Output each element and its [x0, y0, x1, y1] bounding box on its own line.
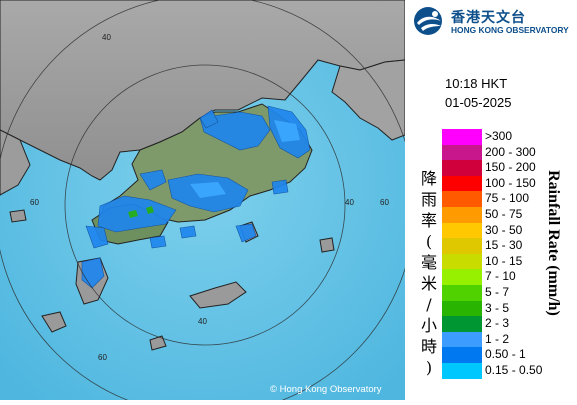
rain-echo [271, 179, 289, 195]
legend-title-cn-char: 小 [420, 316, 437, 335]
legend-label: 10 - 15 [485, 253, 523, 268]
south-island-5 [319, 237, 335, 253]
logo-name-cn: 香港天文台 [451, 10, 526, 26]
legend-label: 75 - 100 [485, 191, 530, 206]
rain-echo [199, 109, 219, 129]
ring-label: 60 [98, 353, 107, 362]
copyright-text: © Hong Kong Observatory [270, 384, 382, 395]
legend-label: 0.15 - 0.50 [485, 363, 543, 377]
ring-label: 40 [102, 33, 111, 42]
legend-label: 0.50 - 1 [485, 347, 526, 362]
legend-swatch [442, 253, 482, 270]
west-shore-land [0, 129, 31, 196]
legend-title-cn-char: / [426, 295, 432, 314]
legend-label: 15 - 30 [485, 238, 523, 253]
legend-title-cn-char: 雨 [420, 190, 437, 209]
legend-swatch [442, 285, 482, 301]
rain-echo [235, 223, 257, 243]
legend-swatch [442, 207, 482, 223]
legend-title-cn-char: 率 [420, 211, 437, 230]
legend-label: 30 - 50 [485, 222, 523, 237]
legend-panel: 香港天文台 HONG KONG OBSERVATORY 10:18 HKT 01… [405, 0, 577, 400]
legend-label: >300 [485, 129, 513, 143]
legend-swatch [442, 238, 482, 254]
legend-swatch [442, 144, 482, 161]
rain-echo [274, 120, 300, 142]
legend-label: 1 - 2 [485, 331, 510, 346]
legend-swatch [442, 160, 482, 176]
rain-echo [139, 169, 167, 191]
south-island-3 [41, 311, 67, 333]
rain-echo [190, 182, 226, 198]
observatory-logo: 香港天文台 HONG KONG OBSERVATORY [413, 6, 573, 36]
legend-label: 2 - 3 [485, 316, 510, 331]
south-island-4 [149, 335, 167, 351]
legend-title-cn-char: ) [425, 358, 433, 377]
legend-label: 100 - 150 [485, 175, 536, 190]
rain-echoes-light [190, 120, 300, 198]
legend-swatch [442, 222, 482, 239]
legend-title-cn-char: 米 [420, 274, 437, 293]
legend-title-cn: 降 雨 率 ( 毫 米 / 小 時 ) [419, 168, 439, 378]
legend-swatch [442, 363, 482, 379]
west-island [9, 209, 27, 223]
legend-label: 3 - 5 [485, 300, 510, 315]
timestamp-date: 01-05-2025 [445, 95, 512, 110]
legend-title-cn-char: 降 [420, 169, 437, 188]
legend-label: 50 - 75 [485, 207, 523, 221]
ring-label: 40 [198, 317, 207, 326]
legend-swatch [442, 175, 482, 192]
rain-echo [85, 225, 109, 249]
rain-echo [149, 235, 167, 249]
range-ring [64, 64, 346, 346]
legend-title-cn-char: ( [425, 232, 433, 251]
legend-label: 150 - 200 [485, 160, 536, 175]
rain-echoes-green [128, 206, 154, 218]
legend-title-cn-char: 時 [420, 337, 437, 356]
south-island-2 [189, 281, 247, 309]
legend-swatch [442, 331, 482, 348]
legend-label: 7 - 10 [485, 269, 516, 284]
rain-echo [146, 206, 154, 214]
legend-swatch [442, 300, 482, 317]
legend-swatch [442, 269, 482, 285]
legend-swatch [442, 347, 482, 363]
legend-swatch [442, 129, 482, 145]
observatory-logo-icon [414, 7, 442, 35]
timestamp-time: 10:18 HKT [445, 76, 508, 91]
ring-label: 40 [345, 198, 354, 207]
ring-label: 60 [380, 198, 389, 207]
legend-swatch [442, 191, 482, 207]
legend-swatch [442, 316, 482, 332]
radar-map: 40 60 40 60 40 60 © Hong Kong Observator… [0, 0, 416, 405]
rain-echo [128, 210, 138, 218]
legend-title-cn-char: 毫 [420, 253, 437, 272]
ring-labels: 40 60 40 60 40 60 [30, 33, 389, 362]
legend-title-en: Rainfall Rate (mm/h) [545, 170, 562, 316]
rain-echo [179, 225, 197, 239]
legend-label: 5 - 7 [485, 285, 510, 299]
ring-label: 60 [30, 198, 39, 207]
logo-name-en: HONG KONG OBSERVATORY [451, 25, 569, 35]
radar-map-svg: 40 60 40 60 40 60 [0, 0, 416, 405]
legend-label: 200 - 300 [485, 144, 536, 159]
east-peninsula [331, 59, 406, 141]
